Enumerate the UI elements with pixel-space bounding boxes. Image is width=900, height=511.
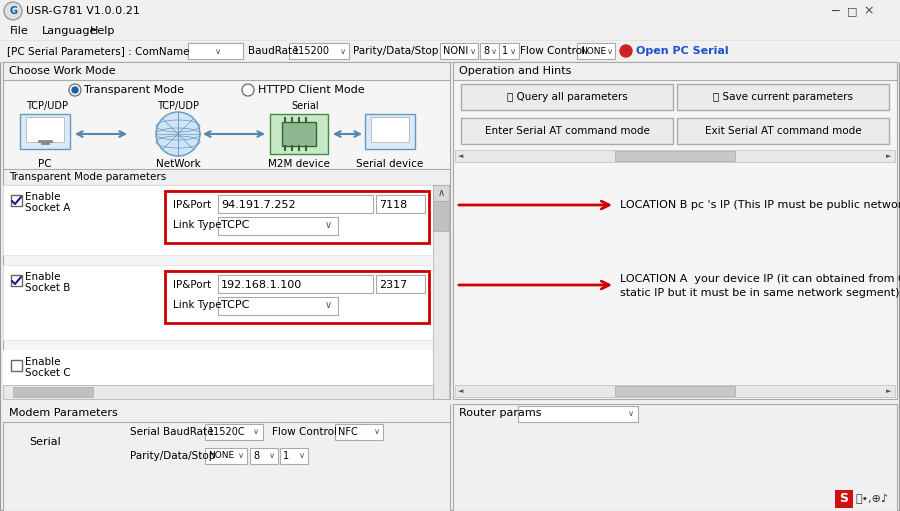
Text: 1: 1 <box>502 46 508 56</box>
FancyBboxPatch shape <box>11 195 22 206</box>
Text: ∧: ∧ <box>437 188 445 198</box>
FancyBboxPatch shape <box>218 275 373 293</box>
Text: Operation and Hints: Operation and Hints <box>459 66 572 76</box>
Text: ∨: ∨ <box>470 47 476 56</box>
FancyBboxPatch shape <box>188 43 243 59</box>
Text: ∨: ∨ <box>607 47 613 56</box>
FancyBboxPatch shape <box>365 114 415 149</box>
FancyBboxPatch shape <box>218 195 373 213</box>
FancyBboxPatch shape <box>433 185 449 399</box>
Circle shape <box>620 45 632 57</box>
Text: Flow Control: Flow Control <box>520 46 585 56</box>
Circle shape <box>4 2 22 20</box>
Text: G: G <box>9 6 17 16</box>
Text: ∨: ∨ <box>253 428 259 436</box>
Text: ►: ► <box>886 388 892 394</box>
FancyBboxPatch shape <box>835 490 853 508</box>
Text: 2317: 2317 <box>379 280 407 290</box>
Text: ×: × <box>864 5 874 17</box>
FancyBboxPatch shape <box>3 62 450 80</box>
Text: NONE: NONE <box>208 452 234 460</box>
Text: ∨: ∨ <box>510 47 516 56</box>
FancyBboxPatch shape <box>282 122 316 146</box>
FancyBboxPatch shape <box>461 84 673 110</box>
Text: Enable: Enable <box>25 357 60 367</box>
Text: Serial: Serial <box>29 437 61 447</box>
Text: ∨: ∨ <box>299 452 305 460</box>
FancyBboxPatch shape <box>615 386 735 396</box>
FancyBboxPatch shape <box>455 150 895 162</box>
Text: TCPC: TCPC <box>221 220 249 230</box>
Text: ∨: ∨ <box>491 47 497 56</box>
FancyBboxPatch shape <box>376 275 425 293</box>
FancyBboxPatch shape <box>165 271 429 323</box>
Text: IP&Port: IP&Port <box>173 280 212 290</box>
Text: 💾 Save current parameters: 💾 Save current parameters <box>713 92 853 102</box>
Text: [PC Serial Parameters] : ComName: [PC Serial Parameters] : ComName <box>7 46 190 56</box>
FancyBboxPatch shape <box>280 448 308 464</box>
Text: ─: ─ <box>832 5 839 17</box>
Text: NONE: NONE <box>580 47 606 56</box>
Text: Serial device: Serial device <box>356 159 424 169</box>
Text: ∨: ∨ <box>340 47 346 56</box>
FancyBboxPatch shape <box>3 169 450 185</box>
Text: TCP/UDP: TCP/UDP <box>157 101 199 111</box>
Text: Socket A: Socket A <box>25 203 70 213</box>
Text: Flow Control: Flow Control <box>272 427 337 437</box>
FancyBboxPatch shape <box>0 0 900 22</box>
Circle shape <box>69 84 81 96</box>
FancyBboxPatch shape <box>453 404 897 511</box>
FancyBboxPatch shape <box>3 62 450 399</box>
Text: Enable: Enable <box>25 272 60 282</box>
FancyBboxPatch shape <box>577 43 615 59</box>
Text: Enable: Enable <box>25 192 60 202</box>
Text: Open PC Serial: Open PC Serial <box>636 46 729 56</box>
Text: S: S <box>840 493 849 505</box>
Text: Router params: Router params <box>459 408 542 418</box>
Text: ∨: ∨ <box>628 409 634 419</box>
Text: BaudRate: BaudRate <box>248 46 299 56</box>
Text: ∨: ∨ <box>269 452 275 460</box>
Text: TCP/UDP: TCP/UDP <box>26 101 68 111</box>
Text: ►: ► <box>886 153 892 159</box>
FancyBboxPatch shape <box>455 385 895 397</box>
FancyBboxPatch shape <box>218 217 338 235</box>
FancyBboxPatch shape <box>205 424 263 440</box>
Text: 115200: 115200 <box>293 46 330 56</box>
Text: 中•,⊕♪: 中•,⊕♪ <box>856 494 889 504</box>
FancyBboxPatch shape <box>3 265 433 340</box>
Circle shape <box>72 87 78 93</box>
Text: Parity/Data/Stop: Parity/Data/Stop <box>130 451 215 461</box>
FancyBboxPatch shape <box>205 448 247 464</box>
FancyBboxPatch shape <box>270 114 328 154</box>
Text: ◄: ◄ <box>458 153 464 159</box>
FancyBboxPatch shape <box>165 191 429 243</box>
Text: LOCATION A  your device IP (it can obtained from G781 or its is: LOCATION A your device IP (it can obtain… <box>620 274 900 284</box>
Text: Exit Serial AT command mode: Exit Serial AT command mode <box>705 126 861 136</box>
FancyBboxPatch shape <box>13 387 93 397</box>
Text: NetWork: NetWork <box>156 159 201 169</box>
Text: Parity/Data/Stop: Parity/Data/Stop <box>353 46 438 56</box>
Text: Enter Serial AT command mode: Enter Serial AT command mode <box>484 126 650 136</box>
FancyBboxPatch shape <box>518 406 638 422</box>
FancyBboxPatch shape <box>453 62 897 80</box>
FancyBboxPatch shape <box>335 424 383 440</box>
Text: 94.191.7.252: 94.191.7.252 <box>221 200 295 210</box>
Text: 1: 1 <box>283 451 289 461</box>
Text: 🔍 Query all parameters: 🔍 Query all parameters <box>507 92 627 102</box>
FancyBboxPatch shape <box>250 448 278 464</box>
FancyBboxPatch shape <box>26 117 64 142</box>
Text: PC: PC <box>38 159 52 169</box>
FancyBboxPatch shape <box>3 350 433 400</box>
Text: HTTPD Client Mode: HTTPD Client Mode <box>258 85 364 95</box>
FancyBboxPatch shape <box>3 385 433 399</box>
Text: ∨: ∨ <box>238 452 244 460</box>
Circle shape <box>156 112 200 156</box>
Text: Serial: Serial <box>292 101 319 111</box>
Text: Socket C: Socket C <box>25 368 70 378</box>
FancyBboxPatch shape <box>3 404 450 422</box>
FancyBboxPatch shape <box>11 360 22 371</box>
Text: IP&Port: IP&Port <box>173 200 212 210</box>
Circle shape <box>242 84 254 96</box>
